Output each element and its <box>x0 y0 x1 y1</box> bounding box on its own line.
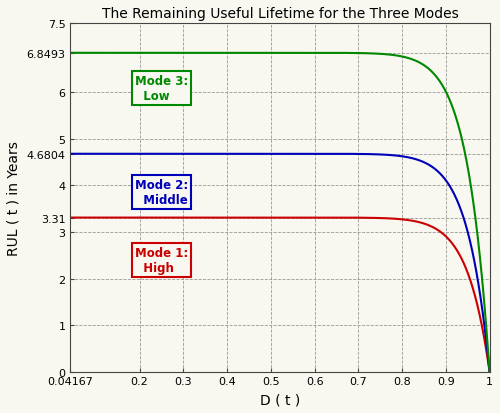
Text: Mode 1:
  High: Mode 1: High <box>135 246 188 274</box>
X-axis label: D ( t ): D ( t ) <box>260 392 300 406</box>
Title: The Remaining Useful Lifetime for the Three Modes: The Remaining Useful Lifetime for the Th… <box>102 7 458 21</box>
Y-axis label: RUL ( t ) in Years: RUL ( t ) in Years <box>7 140 21 255</box>
Text: Mode 2:
  Middle: Mode 2: Middle <box>135 179 188 207</box>
Text: Mode 3:
  Low: Mode 3: Low <box>135 74 188 102</box>
